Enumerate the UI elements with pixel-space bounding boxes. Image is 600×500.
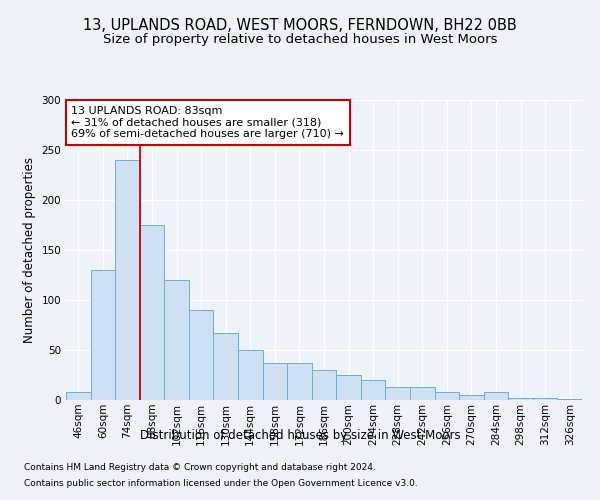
Bar	[508, 398, 533, 400]
Bar	[91, 270, 115, 400]
Bar	[164, 280, 189, 400]
Bar	[361, 380, 385, 400]
Text: Distribution of detached houses by size in West Moors: Distribution of detached houses by size …	[140, 428, 460, 442]
Bar	[238, 350, 263, 400]
Bar	[263, 363, 287, 400]
Bar	[189, 310, 214, 400]
Bar	[434, 392, 459, 400]
Bar	[557, 399, 582, 400]
Bar	[533, 398, 557, 400]
Text: 13, UPLANDS ROAD, WEST MOORS, FERNDOWN, BH22 0BB: 13, UPLANDS ROAD, WEST MOORS, FERNDOWN, …	[83, 18, 517, 32]
Text: Size of property relative to detached houses in West Moors: Size of property relative to detached ho…	[103, 32, 497, 46]
Bar	[385, 387, 410, 400]
Bar	[140, 225, 164, 400]
Text: Contains HM Land Registry data © Crown copyright and database right 2024.: Contains HM Land Registry data © Crown c…	[24, 464, 376, 472]
Bar	[484, 392, 508, 400]
Bar	[410, 387, 434, 400]
Bar	[214, 333, 238, 400]
Bar	[287, 363, 312, 400]
Bar	[312, 370, 336, 400]
Bar	[66, 392, 91, 400]
Y-axis label: Number of detached properties: Number of detached properties	[23, 157, 36, 343]
Bar	[336, 375, 361, 400]
Text: 13 UPLANDS ROAD: 83sqm
← 31% of detached houses are smaller (318)
69% of semi-de: 13 UPLANDS ROAD: 83sqm ← 31% of detached…	[71, 106, 344, 139]
Text: Contains public sector information licensed under the Open Government Licence v3: Contains public sector information licen…	[24, 478, 418, 488]
Bar	[115, 160, 140, 400]
Bar	[459, 395, 484, 400]
